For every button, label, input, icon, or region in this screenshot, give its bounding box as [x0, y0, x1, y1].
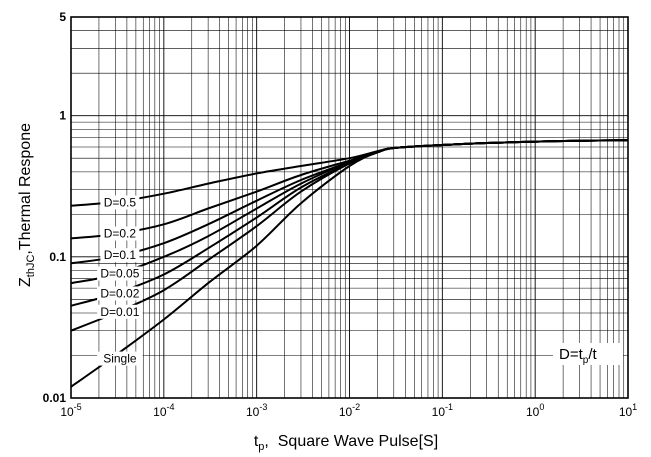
x-axis-label: tp, Square Wave Pulse[S]	[254, 433, 438, 453]
curve-label: D=0.01	[100, 305, 139, 319]
duty-formula-rest: /t	[588, 346, 597, 363]
x-axis-label-sub: p	[258, 441, 264, 453]
curve-label-background	[100, 248, 140, 263]
x-tick-label: 10-1	[432, 402, 453, 419]
x-tick-base: 10	[60, 405, 74, 419]
curve-label-background	[97, 286, 143, 301]
y-tick-labels: 5 1 0.1 0.01	[43, 10, 67, 405]
curve-label: D=0.02	[100, 286, 139, 300]
curve-single	[70, 139, 629, 388]
curve-label-background	[100, 226, 140, 241]
x-tick-exponent: 0	[539, 402, 544, 412]
duty-formula: D=tp/t	[559, 346, 597, 366]
x-tick-label: 100	[526, 402, 544, 419]
y-tick-label: 5	[59, 10, 66, 24]
x-tick-base: 10	[619, 405, 633, 419]
x-tick-exponent: -2	[352, 402, 360, 412]
curve-label-background	[100, 195, 140, 210]
x-tick-label: 10-2	[339, 402, 360, 419]
curve-label-background	[97, 266, 143, 281]
curve-label: D=0.1	[104, 248, 137, 262]
curve-label: D=0.2	[104, 227, 137, 241]
y-axis-label-sub: thJC	[25, 255, 37, 278]
x-tick-exponent: -5	[74, 402, 82, 412]
y-tick-label: 1	[59, 109, 66, 123]
x-tick-label: 10-4	[153, 402, 174, 419]
x-tick-base: 10	[339, 405, 353, 419]
x-tick-label: 10-5	[60, 402, 81, 419]
curves	[70, 139, 629, 388]
curve-label-background	[97, 351, 143, 366]
x-tick-base: 10	[246, 405, 260, 419]
curve-label: D=0.05	[100, 267, 139, 281]
duty-formula-main: D=t	[559, 346, 584, 363]
curve-label: Single	[103, 352, 137, 366]
y-axis-label: ZthJC,Thermal Respone	[17, 123, 37, 287]
x-tick-exponent: -4	[167, 402, 175, 412]
x-tick-labels: 10-5 10-4 10-3 10-2 10-1 100 101	[60, 402, 637, 419]
y-axis-label-rest: ,Thermal Respone	[17, 123, 34, 255]
x-tick-base: 10	[432, 405, 446, 419]
x-tick-label: 10-3	[246, 402, 267, 419]
x-tick-base: 10	[153, 405, 167, 419]
x-tick-exponent: -1	[445, 402, 453, 412]
x-tick-label: 101	[619, 402, 637, 419]
x-axis-label-rest: , Square Wave Pulse[S]	[264, 433, 438, 450]
curve-labels: D=0.5 D=0.2 D=0.1 D=0.05 D=0.02 D=0.01 Single	[97, 195, 143, 366]
y-tick-label: 0.1	[49, 250, 66, 264]
plot-frame	[70, 16, 629, 399]
y-tick-label: 0.01	[43, 391, 67, 405]
curve-label-background	[97, 304, 143, 319]
x-tick-exponent: 1	[632, 402, 637, 412]
duty-formula-background	[553, 343, 623, 365]
x-tick-exponent: -3	[259, 402, 267, 412]
x-tick-base: 10	[526, 405, 540, 419]
duty-formula-sub: p	[583, 355, 589, 366]
y-axis-label-main: Z	[17, 277, 34, 287]
x-axis-label-main: t	[254, 433, 259, 450]
curve-label: D=0.5	[104, 195, 137, 209]
